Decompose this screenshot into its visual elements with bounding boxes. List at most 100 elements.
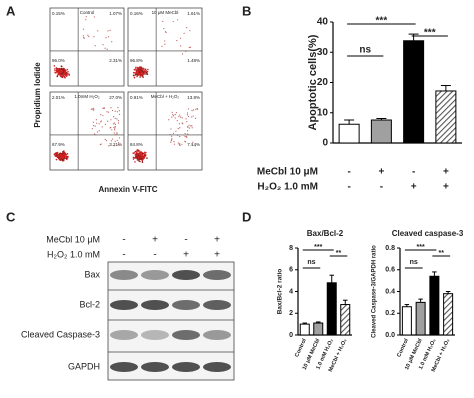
flow-dot [61, 157, 64, 159]
significance-label: ** [439, 250, 445, 257]
quadrant-percent: 96.0% [52, 58, 65, 63]
flow-dot [133, 152, 136, 154]
treatment-sign: + [183, 250, 189, 261]
y-tick-label: 4 [289, 288, 293, 295]
flow-dot [177, 134, 179, 136]
quadrant-percent: 2.01% [52, 95, 65, 100]
y-tick-label: 0.6 [385, 267, 395, 274]
flow-dot [59, 68, 62, 70]
flow-dot [63, 155, 66, 158]
flow-dot [114, 117, 116, 119]
flow-dot [146, 73, 149, 76]
flow-dot [194, 145, 196, 147]
condition-sign: - [412, 167, 415, 178]
flow-dot [113, 145, 115, 147]
flow-dot [178, 116, 180, 118]
x-tick-label: Control [396, 338, 410, 359]
band-label: GAPDH [68, 361, 100, 371]
flow-dot [64, 69, 66, 72]
flow-dot [144, 71, 146, 73]
flow-dot [185, 50, 187, 52]
flow-dot [59, 71, 62, 74]
flow-dot [179, 127, 181, 129]
flow-dot [175, 130, 177, 132]
y-tick-label: 0.0 [385, 332, 395, 339]
flow-dot [146, 157, 148, 159]
flow-dot [135, 66, 137, 69]
condition-sign: - [380, 182, 383, 193]
flow-dot [92, 121, 94, 123]
quadrant-percent: 1.07% [109, 11, 122, 16]
flow-dot [62, 69, 65, 71]
treatment-sign: + [152, 235, 158, 246]
flow-dot [107, 111, 110, 113]
blot-frame [107, 261, 235, 381]
flow-dot [109, 29, 111, 31]
flow-dot [59, 154, 62, 157]
flow-dot [117, 141, 120, 144]
flow-dot [173, 115, 175, 117]
flow-dot [111, 129, 113, 131]
significance-label: *** [424, 28, 436, 39]
flow-dot [114, 140, 116, 143]
flow-dot [170, 141, 172, 143]
bar [340, 304, 351, 336]
panel-label: A [6, 3, 16, 18]
flow-dot [133, 76, 136, 79]
flow-dot [176, 39, 178, 42]
flow-dot [60, 65, 63, 68]
flow-dot [54, 69, 56, 72]
flow-dot [64, 152, 67, 154]
flow-dot [106, 111, 108, 113]
bar [313, 322, 324, 336]
flow-dot [118, 137, 121, 139]
flow-dot [191, 143, 193, 145]
flow-dot [111, 109, 114, 112]
flow-dot [96, 131, 99, 133]
flow-dot [168, 119, 170, 121]
flow-dot [105, 37, 107, 39]
blot-band [203, 362, 231, 372]
flow-dot [136, 75, 138, 78]
bar [429, 275, 440, 336]
treatment-sign: - [153, 250, 156, 261]
bar [401, 306, 412, 336]
flow-dot [162, 20, 164, 22]
flow-dot [192, 109, 195, 111]
flow-dot [116, 133, 118, 135]
panel-label: B [242, 3, 251, 18]
flow-dot [136, 152, 139, 155]
quadrant-percent: 3.21% [109, 142, 122, 147]
flow-dot [113, 126, 115, 129]
flow-dot [57, 73, 60, 75]
flow-dot [142, 158, 144, 160]
flow-dot [187, 126, 189, 128]
flow-dot [59, 158, 61, 161]
blot-band [203, 270, 231, 280]
flow-dot [82, 28, 84, 30]
flow-dot [144, 73, 147, 75]
flow-dot [132, 71, 135, 74]
blot-band [141, 330, 169, 340]
flow-dot [165, 31, 167, 34]
flow-dot [105, 140, 108, 142]
flow-dot [58, 153, 60, 155]
flow-dot [181, 53, 184, 55]
flow-dot [119, 113, 121, 115]
flow-dot [104, 123, 107, 125]
flow-dot [103, 107, 105, 109]
blot-band [141, 300, 169, 310]
flow-dot [136, 74, 139, 76]
blot-band [203, 330, 231, 340]
flow-dot [186, 112, 189, 114]
flow-dot [56, 154, 59, 157]
flow-dot [187, 115, 190, 118]
blot-band [110, 330, 138, 340]
flow-dot [114, 110, 116, 112]
flow-dot [95, 134, 97, 136]
flow-dot [107, 36, 110, 38]
flow-dot [136, 66, 139, 69]
flow-dot [186, 130, 189, 132]
flow-dot [100, 114, 102, 116]
flow-dot [65, 154, 68, 156]
